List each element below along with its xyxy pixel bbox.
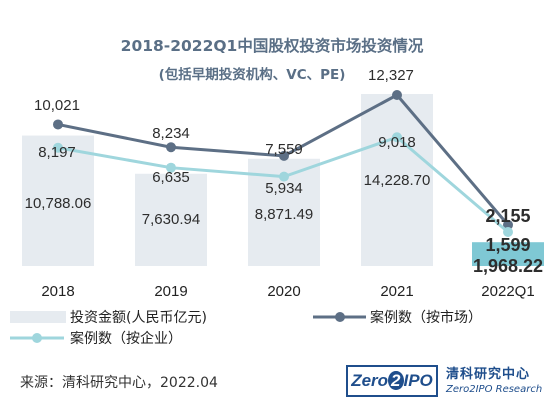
line-1-label-2021: 12,327 <box>368 67 414 84</box>
line-1-point-2021 <box>392 90 402 100</box>
legend-marker-enterprise <box>32 333 42 343</box>
line-1-label-2020: 7,559 <box>265 141 303 158</box>
line-1-point-2022Q1 <box>503 219 513 230</box>
bar-label-2019: 7,630.94 <box>142 211 200 228</box>
logo-part-c: IPO <box>403 371 433 390</box>
line-2-point-2021 <box>392 132 402 143</box>
chart-subtitle: (包括早期投资机构、VC、PE) <box>159 66 346 83</box>
zero2ipo-logo: Zero 2 IPO <box>346 365 438 397</box>
line-1-label-2019: 8,234 <box>152 125 190 142</box>
legend-swatch-bar <box>10 311 66 323</box>
x-tick-2022Q1: 2022Q1 <box>481 283 534 300</box>
legend-label-enterprise: 案例数（按企业） <box>70 330 182 347</box>
line-2-label-2018: 8,197 <box>38 144 76 161</box>
line-1-label-2022Q1: 2,155 <box>485 206 530 226</box>
line-2-point-2022Q1 <box>503 227 513 237</box>
legend-label-bar: 投资金额(人民币亿元) <box>70 310 207 326</box>
bar-2018 <box>22 135 94 266</box>
legend-label-market: 案例数（按市场） <box>370 309 482 326</box>
line-1-point-2019 <box>166 142 176 153</box>
line-2-point-2018 <box>53 142 63 153</box>
source-note: 来源：清科研究中心，2022.04 <box>20 375 218 391</box>
line-2-point-2019 <box>166 162 176 173</box>
line-2-label-2021: 9,018 <box>378 134 416 151</box>
line-2-label-2020: 5,934 <box>265 180 303 197</box>
x-tick-2018: 2018 <box>41 283 74 300</box>
brand: 清科研究中心 Zero2IPO Research <box>446 363 551 395</box>
line-1-label-2018: 10,021 <box>34 97 80 114</box>
chart-title: 2018-2022Q1中国股权投资市场投资情况 <box>121 36 424 55</box>
bar-2019 <box>135 173 207 266</box>
chart-canvas: 2018-2022Q1中国股权投资市场投资情况 (包括早期投资机构、VC、PE)… <box>10 36 544 347</box>
brand-name-cn: 清科研究中心 <box>446 367 531 382</box>
logo-part-a: Zero <box>351 371 389 390</box>
line-2-label-2022Q1: 1,599 <box>485 235 530 255</box>
bar-label-2022Q1: 1,968.22 <box>473 256 543 276</box>
bar-label-2020: 8,871.49 <box>255 206 313 223</box>
footer: 来源：清科研究中心，2022.04 Zero 2 IPO 清科研究中心 Zero2I… <box>0 355 556 410</box>
x-tick-2021: 2021 <box>380 283 413 300</box>
x-tick-2020: 2020 <box>267 283 300 300</box>
logo-part-b: 2 <box>388 371 404 390</box>
bar-label-2018: 10,788.06 <box>25 195 92 212</box>
line-2-label-2019: 6,635 <box>152 169 190 186</box>
brand-name-en: Zero2IPO Research <box>446 384 543 395</box>
bar-2022Q1 <box>472 242 544 266</box>
bar-label-2021: 14,228.70 <box>364 172 431 189</box>
line-1-point-2020 <box>279 150 289 161</box>
x-tick-2019: 2019 <box>154 283 187 300</box>
line-2-point-2020 <box>279 171 289 182</box>
line-1-point-2018 <box>53 119 63 130</box>
legend-marker-market <box>335 312 345 322</box>
